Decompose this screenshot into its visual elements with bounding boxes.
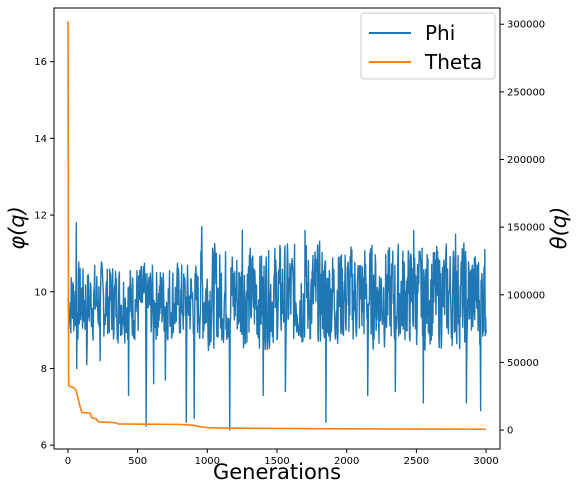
x-tick-label: 3000 [473, 456, 498, 467]
legend-label-phi: Phi [425, 21, 455, 45]
left-y-tick-label: 12 [34, 211, 47, 222]
left-y-tick-label: 14 [34, 134, 47, 145]
right-y-tick-label: 300000 [507, 20, 545, 31]
legend: Phi Theta [360, 12, 496, 80]
x-axis-title: Generations [213, 460, 341, 484]
right-y-tick-label: 0 [507, 426, 513, 437]
series-line-phi [67, 222, 487, 431]
series-layer [67, 20, 487, 431]
x-tick-label: 2500 [404, 456, 429, 467]
right-y-tick-label: 150000 [507, 223, 545, 234]
left-y-tick-label: 16 [34, 57, 47, 68]
right-y-axis-ticks: 0 50000 100000 150000 200000 250000 300000 [500, 20, 545, 437]
right-y-tick-label: 200000 [507, 155, 545, 166]
left-y-axis-ticks: 6 8 10 12 14 16 [34, 57, 54, 452]
x-tick-label: 1500 [264, 456, 289, 467]
left-y-tick-label: 8 [41, 364, 47, 375]
right-y-axis-title: θ(q) [547, 207, 571, 250]
x-tick-label: 500 [128, 456, 147, 467]
right-y-tick-label: 250000 [507, 87, 545, 98]
left-y-tick-label: 6 [41, 441, 47, 452]
x-tick-label: 2000 [334, 456, 359, 467]
right-y-tick-label: 50000 [507, 358, 539, 369]
x-axis-ticks: 0 500 1000 1500 2000 2500 3000 [65, 449, 499, 467]
left-y-axis-title: φ(q) [5, 206, 29, 250]
x-tick-label: 0 [65, 456, 71, 467]
right-y-tick-label: 100000 [507, 290, 545, 301]
series-line-theta [67, 20, 487, 431]
legend-label-theta: Theta [424, 50, 482, 74]
left-y-tick-label: 10 [34, 287, 47, 298]
x-tick-label: 1000 [195, 456, 220, 467]
